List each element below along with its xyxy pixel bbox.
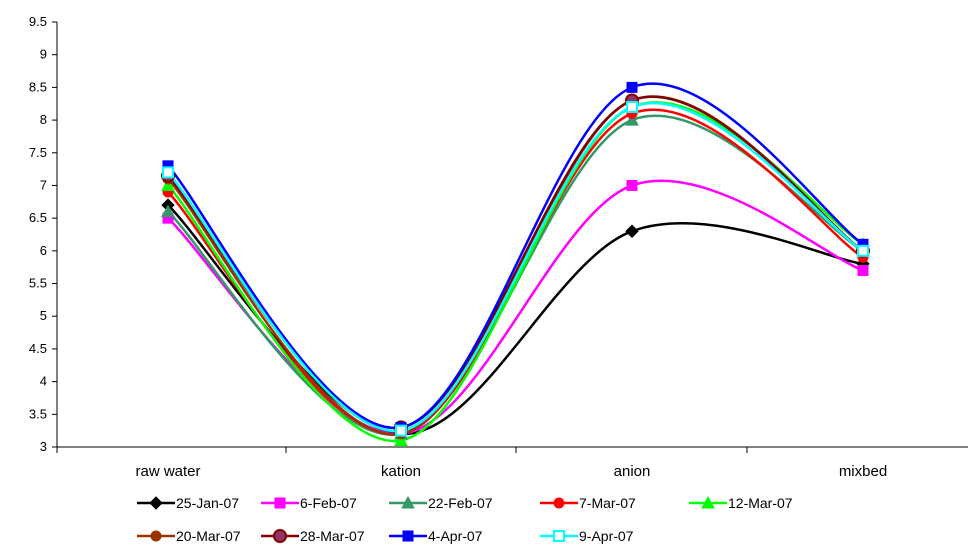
y-tick-label: 9.5: [29, 14, 47, 29]
legend-swatch-marker: [401, 495, 415, 509]
legend-item: 22-Feb-07: [389, 495, 493, 511]
data-point: [394, 433, 408, 446]
legend-label: 22-Feb-07: [428, 495, 493, 511]
data-point: [161, 204, 175, 218]
data-point: [626, 101, 638, 113]
legend-label: 28-Mar-07: [300, 528, 365, 544]
y-tick-label: 9: [40, 47, 47, 62]
legend-label: 7-Mar-07: [579, 495, 636, 511]
x-category-label: raw water: [135, 463, 200, 480]
y-tick-label: 3.5: [29, 406, 47, 421]
series-line: [167, 82, 864, 429]
legend-label: 25-Jan-07: [176, 495, 239, 511]
y-tick-label: 8.5: [29, 79, 47, 94]
y-tick-label: 4.5: [29, 341, 47, 356]
legend-item: 20-Mar-07: [137, 528, 241, 544]
legend-swatch-marker: [150, 530, 162, 542]
series-markers: [161, 81, 870, 446]
legend-swatch-marker: [553, 497, 565, 509]
legend-item: 7-Mar-07: [540, 495, 636, 511]
y-tick-label: 4: [40, 374, 47, 389]
data-point: [625, 113, 639, 126]
data-point: [625, 224, 639, 238]
legend-swatch-marker: [701, 495, 715, 509]
legend-label: 6-Feb-07: [300, 495, 357, 511]
legend-item: 4-Apr-07: [389, 528, 483, 544]
legend-item: 28-Mar-07: [261, 528, 365, 544]
legend-item: 6-Feb-07: [261, 495, 357, 511]
data-point: [857, 244, 869, 257]
data-point: [161, 178, 175, 191]
legend-item: 9-Apr-07: [540, 528, 634, 544]
legend-swatch-marker: [553, 530, 565, 542]
legend-label: 9-Apr-07: [579, 528, 634, 544]
x-ticks: raw water kation anion mixbed: [56, 447, 887, 480]
y-tick-label: 5.5: [29, 276, 47, 291]
data-point: [857, 264, 869, 276]
y-tick-label: 3: [40, 439, 47, 454]
x-category-label: mixbed: [839, 463, 887, 480]
y-ticks: 3 3.5 4 4.5 5 5.5 6 6.5 7 7.5 8 8.5 9 9.5: [29, 14, 57, 454]
series-lines: [167, 82, 864, 442]
legend-swatch-marker: [402, 530, 414, 542]
series-line: [167, 179, 864, 436]
legend-item: 25-Jan-07: [137, 495, 239, 511]
data-point: [162, 166, 174, 179]
x-category-label: anion: [614, 463, 651, 480]
data-point: [626, 179, 638, 191]
legend-label: 4-Apr-07: [428, 528, 483, 544]
legend-swatch-marker: [274, 497, 286, 509]
legend-swatch-marker: [273, 529, 287, 543]
y-tick-label: 8: [40, 112, 47, 127]
legend-label: 20-Mar-07: [176, 528, 241, 544]
legend: 25-Jan-07 6-Feb-07 22-Feb-07 7-Mar-07 12-Mar…: [137, 495, 793, 544]
y-tick-label: 7.5: [29, 145, 47, 160]
legend-label: 12-Mar-07: [728, 495, 793, 511]
data-point: [626, 81, 638, 93]
axes: [56, 22, 968, 448]
x-category-label: kation: [381, 463, 421, 480]
y-tick-label: 6: [40, 243, 47, 258]
data-point: [395, 424, 407, 437]
series-line: [167, 95, 864, 429]
y-tick-label: 6.5: [29, 210, 47, 225]
legend-swatch-marker: [149, 496, 163, 510]
y-tick-label: 7: [40, 177, 47, 192]
series-line: [167, 102, 864, 432]
legend-item: 12-Mar-07: [689, 495, 793, 511]
y-tick-label: 5: [40, 308, 47, 323]
